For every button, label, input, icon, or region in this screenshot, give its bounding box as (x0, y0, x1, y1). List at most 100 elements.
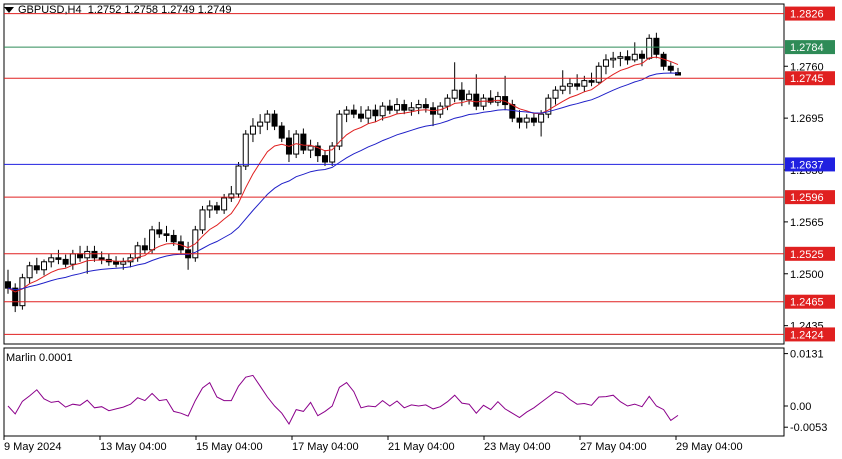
candle-body (19, 277, 26, 307)
level-price-box (785, 6, 835, 21)
time-label: 15 May 04:00 (196, 441, 263, 453)
candle-body (574, 83, 581, 87)
candle-body (675, 72, 681, 76)
time-label: 29 May 04:00 (676, 441, 743, 453)
indicator-panel-frame (3, 347, 785, 437)
level-price-label: 1.2424 (790, 329, 824, 341)
time-label: 23 May 04:00 (484, 441, 551, 453)
candle-body (69, 253, 76, 265)
level-price-box (785, 40, 835, 55)
indicator-tick-label: 0.00 (790, 401, 811, 413)
candle-body (444, 97, 451, 107)
candle-body (480, 97, 487, 107)
candle-body (278, 125, 285, 139)
marlin-indicator-line (7, 374, 679, 425)
indicator-tick-label: -0.0053 (790, 422, 827, 434)
candle-body (408, 107, 415, 111)
candle-body (653, 37, 660, 55)
candle-body (509, 104, 516, 119)
candle-body (566, 83, 573, 87)
ohlc-readout: 1.2752 1.2758 1.2749 1.2749 (87, 4, 232, 16)
candle-body (530, 117, 537, 123)
candle-body (624, 56, 631, 61)
candle-body (365, 109, 372, 119)
fast-ma-line (7, 56, 679, 293)
candle-body (379, 105, 386, 117)
candle-body (199, 209, 206, 231)
candle-body (631, 53, 638, 61)
candle-body (538, 113, 545, 123)
time-label: 17 May 04:00 (292, 441, 359, 453)
indicator-tick-label: 0.0131 (790, 349, 824, 361)
candle-body (516, 117, 523, 123)
candle-body (120, 261, 127, 265)
candle-body (149, 229, 156, 251)
slow-ma-line (7, 72, 679, 291)
candle-body (206, 205, 213, 211)
candle-body (422, 104, 429, 109)
candles-group (5, 32, 681, 313)
candle-body (494, 96, 501, 103)
candle-body (271, 113, 278, 127)
candle-body (98, 257, 105, 260)
candle-body (588, 80, 595, 83)
candle-body (350, 109, 357, 115)
collapse-triangle-icon[interactable] (4, 7, 14, 14)
level-price-box (785, 71, 835, 86)
chart-title: GBPUSD,H4 1.2752 1.2758 1.2749 1.2749 (4, 4, 231, 16)
level-price-label: 1.2465 (790, 297, 824, 309)
level-price-box (785, 190, 835, 205)
candle-body (62, 258, 69, 265)
candle-body (646, 37, 653, 59)
candle-body (314, 145, 321, 157)
price-panel-frame (3, 3, 785, 345)
candle-body (545, 97, 552, 115)
price-tick-label: 1.2695 (790, 113, 824, 125)
candle-body (329, 145, 336, 163)
candle-body (48, 257, 55, 263)
candle-body (321, 155, 328, 163)
candle-body (257, 121, 264, 127)
price-tick-label: 1.2760 (790, 61, 824, 73)
candle-body (487, 97, 494, 103)
candle-body (602, 59, 609, 67)
candle-body (401, 104, 408, 111)
candle-body (242, 133, 249, 167)
candle-body (134, 245, 141, 259)
candle-body (33, 265, 40, 271)
candle-body (156, 229, 163, 235)
candle-body (170, 234, 177, 243)
candle-body (386, 105, 393, 111)
candle-body (163, 233, 170, 236)
level-price-box (785, 157, 835, 172)
candle-body (523, 117, 530, 123)
candle-body (41, 261, 48, 271)
candle-body (660, 53, 667, 67)
candle-body (221, 197, 228, 211)
candle-body (559, 85, 566, 91)
candle-body (5, 281, 11, 289)
candle-body (595, 65, 602, 83)
price-tick-label: 1.2500 (790, 269, 824, 281)
candle-body (617, 56, 624, 59)
candle-body (610, 57, 617, 61)
candle-body (667, 65, 674, 71)
level-price-label: 1.2596 (790, 192, 824, 204)
candle-body (77, 253, 84, 259)
candle-body (336, 113, 343, 147)
level-price-box (785, 327, 835, 342)
time-label: 21 May 04:00 (388, 441, 455, 453)
candle-body (91, 250, 98, 259)
candle-body (552, 89, 559, 99)
level-price-label: 1.2525 (790, 249, 824, 261)
level-price-box (785, 294, 835, 309)
candle-body (12, 287, 19, 307)
candle-body (638, 53, 645, 59)
candle-body (466, 93, 473, 101)
candle-body (228, 193, 235, 199)
candle-body (264, 113, 271, 123)
level-price-box (785, 246, 835, 261)
level-price-label: 1.2784 (790, 42, 824, 54)
candle-body (300, 133, 307, 151)
